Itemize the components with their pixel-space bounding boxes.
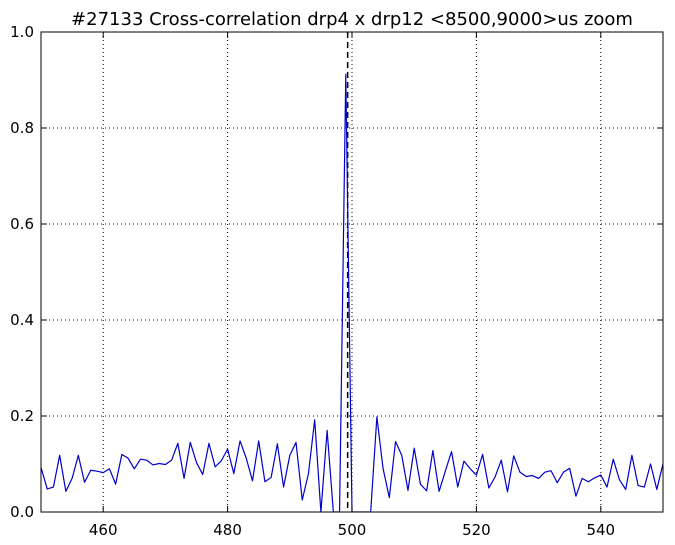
plot-area (41, 73, 663, 512)
y-tick-label: 0.8 (10, 119, 34, 137)
tick-labels: 460 480 500 520 540 0.0 0.2 0.4 0.6 0.8 1.0 (10, 23, 615, 539)
x-tick-label: 460 (89, 521, 118, 539)
y-tick-label: 0.6 (10, 215, 34, 233)
grid (41, 31, 663, 513)
x-tick-label: 500 (338, 521, 367, 539)
x-tick-label: 520 (462, 521, 491, 539)
y-tick-label: 0.2 (10, 407, 34, 425)
y-tick-label: 0.4 (10, 311, 34, 329)
chart-title: #27133 Cross-correlation drp4 x drp12 <8… (71, 9, 633, 30)
y-tick-label: 1.0 (10, 23, 34, 41)
x-tick-label: 540 (586, 521, 615, 539)
ticks (41, 31, 663, 513)
x-tick-label: 480 (213, 521, 242, 539)
y-tick-label: 0.0 (10, 503, 34, 521)
series-line (41, 73, 663, 512)
